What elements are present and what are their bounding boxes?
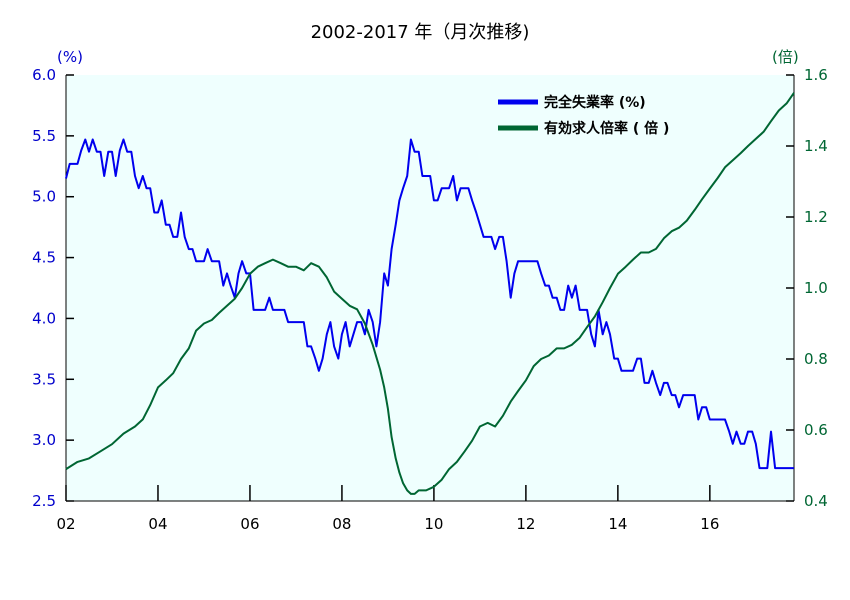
y-right-tick-label: 0.4 xyxy=(804,492,828,510)
y-right-tick-label: 1.0 xyxy=(804,279,828,297)
x-tick-label: 06 xyxy=(240,515,259,533)
y-left-tick-label: 4.5 xyxy=(32,249,56,267)
y-left-unit-label: (%) xyxy=(57,48,83,66)
y-right-tick-label: 1.4 xyxy=(804,137,828,155)
legend-label-job-ratio: 有効求人倍率 ( 倍 ) xyxy=(544,120,669,137)
y-left-tick-label: 6.0 xyxy=(32,66,56,84)
x-tick-label: 08 xyxy=(332,515,351,533)
axes: 2.5 3.0 3.5 4.0 4.5 5.0 5.5 6.0 0.4 0.6 0.8 1.0 1.2 1… xyxy=(32,66,828,533)
plot-area xyxy=(66,75,794,501)
x-tick-label: 14 xyxy=(608,515,627,533)
series-line-job-ratio xyxy=(65,92,795,495)
y-right-tick-label: 0.6 xyxy=(804,421,828,439)
x-tick-label: 10 xyxy=(424,515,443,533)
y-left-tick-label: 3.0 xyxy=(32,431,56,449)
y-left-tick-label: 5.5 xyxy=(32,127,56,145)
y-left-tick-label: 5.0 xyxy=(32,188,56,206)
series-layer xyxy=(65,92,795,495)
x-tick-label: 04 xyxy=(148,515,167,533)
y-right-tick-label: 1.6 xyxy=(804,66,828,84)
chart-title: 2002-2017 年（月次推移) xyxy=(311,22,530,43)
x-tick-label: 02 xyxy=(56,515,75,533)
y-left-tick-label: 4.0 xyxy=(32,309,56,327)
legend-label-unemployment: 完全失業率 (%) xyxy=(544,94,646,111)
y-left-tick-label: 2.5 xyxy=(32,492,56,510)
y-right-unit-label: (倍) xyxy=(772,48,799,66)
x-tick-label: 16 xyxy=(700,515,719,533)
y-left-tick-label: 3.5 xyxy=(32,370,56,388)
x-tick-label: 12 xyxy=(516,515,535,533)
y-right-tick-label: 0.8 xyxy=(804,350,828,368)
y-right-tick-label: 1.2 xyxy=(804,208,828,226)
series-line-unemployment xyxy=(65,138,794,470)
legend: 完全失業率 (%) 有効求人倍率 ( 倍 ) xyxy=(498,94,669,137)
